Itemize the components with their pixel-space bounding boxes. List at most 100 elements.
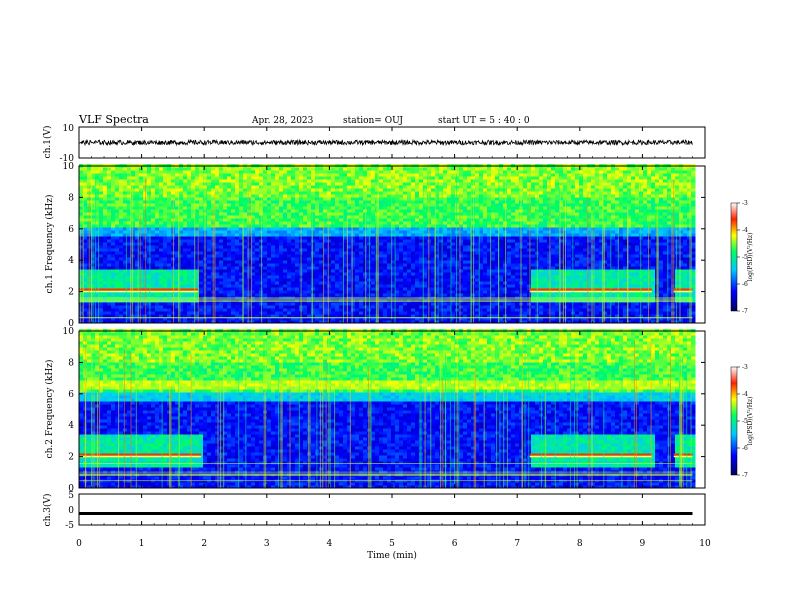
spectrogram-cell [447, 179, 452, 183]
spectrogram-cell [407, 230, 412, 234]
spectrogram-cell [295, 227, 300, 231]
spectrogram-cell [423, 302, 428, 306]
spectrogram-cell [311, 167, 316, 171]
spectrogram-cell [415, 257, 420, 261]
spectrogram-cell [291, 266, 296, 270]
spectrogram-cell [319, 188, 324, 192]
spectrogram-cell [251, 281, 256, 285]
spectrogram-cell [127, 281, 132, 285]
spectrogram-cell [283, 212, 288, 216]
spectrogram-cell [191, 179, 196, 183]
spectrogram-cell [419, 176, 424, 180]
spectrogram-cell [291, 182, 296, 186]
spectrogram-cell [339, 248, 344, 252]
spectrogram-cell [263, 176, 268, 180]
spectrogram-cell [379, 239, 384, 243]
spectrogram-cell [287, 182, 292, 186]
spectrogram-cell [163, 305, 168, 309]
spectrogram-cell [255, 305, 260, 309]
spectrogram-cell [307, 233, 312, 237]
spectrogram-cell [307, 173, 312, 177]
spectrogram-cell [391, 233, 396, 237]
spectrogram-cell [167, 215, 172, 219]
spectrogram-cell [99, 278, 104, 282]
spectrogram-cell [355, 212, 360, 216]
spectrogram-cell [383, 209, 388, 213]
spectrogram-cell [251, 275, 256, 279]
spectrogram-cell [451, 245, 456, 249]
spectrogram-cell [107, 239, 112, 243]
spectrogram-cell [123, 257, 128, 261]
spectrogram-cell [115, 278, 120, 282]
spectrogram-cell [235, 281, 240, 285]
spectrogram-cell [219, 317, 224, 321]
spectrogram-cell [147, 176, 152, 180]
spectrogram-cell [111, 302, 116, 306]
spectrogram-cell [407, 302, 412, 306]
spectrogram-cell [311, 293, 316, 297]
spectrogram-cell [379, 212, 384, 216]
spectrogram-cell [391, 197, 396, 201]
spectrogram-cell [159, 188, 164, 192]
spectrogram-cell [331, 311, 336, 315]
start-time-label: start UT = 5 : 40 : 0 [438, 116, 530, 126]
spectrogram-cell [95, 197, 100, 201]
spectrogram-cell [95, 218, 100, 222]
spectrogram-cell [355, 185, 360, 189]
spectrogram-cell [327, 182, 332, 186]
spectrogram-cell [371, 266, 376, 270]
spectrogram-cell [159, 176, 164, 180]
spectrogram-cell [139, 182, 144, 186]
spectrogram-cell [147, 197, 152, 201]
spectrogram-cell [131, 218, 136, 222]
spectrogram-cell [343, 278, 348, 282]
spectrogram-cell [311, 230, 316, 234]
spectrogram-cell [403, 272, 408, 276]
spectrogram-cell [239, 188, 244, 192]
spectrogram-cell [439, 245, 444, 249]
spectrogram-cell [399, 308, 404, 312]
spectrogram-cell [319, 290, 324, 294]
spectrogram-cell [419, 245, 424, 249]
spectrogram-cell [379, 173, 384, 177]
spectrogram-cell [355, 227, 360, 231]
spectrogram-cell [263, 224, 268, 228]
spectrogram-cell [311, 314, 316, 318]
spectrogram-cell [163, 200, 168, 204]
spectrogram-cell [315, 185, 320, 189]
spectrogram-cell [335, 311, 340, 315]
spectrogram-cell [331, 260, 336, 264]
spectrogram-cell [159, 185, 164, 189]
spectrogram-cell [175, 320, 180, 324]
spectrogram-cell [295, 224, 300, 228]
spectrogram-cell [275, 290, 280, 294]
spectrogram-cell [155, 311, 160, 315]
spectrogram-cell [103, 167, 108, 171]
spectrogram-cell [167, 251, 172, 255]
spectrogram-cell [307, 209, 312, 213]
spectrogram-cell [379, 209, 384, 213]
spectrogram-cell [259, 176, 264, 180]
spectrogram-cell [343, 248, 348, 252]
spectrogram-cell [111, 203, 116, 207]
spectrogram-cell [435, 290, 440, 294]
spectrogram-cell [383, 230, 388, 234]
spectrogram-cell [407, 260, 412, 264]
spectrogram-cell [127, 242, 132, 246]
spectrogram-cell [351, 242, 356, 246]
spectrogram-cell [99, 254, 104, 258]
spectrogram-cell [167, 200, 172, 204]
spectrogram-cell [123, 224, 128, 228]
spectrogram-cell [247, 200, 252, 204]
spectrogram-cell [191, 233, 196, 237]
spectrogram-cell [191, 248, 196, 252]
spectrogram-cell [95, 209, 100, 213]
spectrogram-cell [391, 176, 396, 180]
spectrogram-cell [307, 287, 312, 291]
spectrogram-cell [207, 257, 212, 261]
spectrogram-cell [323, 269, 328, 273]
spectrogram-cell [443, 317, 448, 321]
spectrogram-cell [447, 215, 452, 219]
spectrogram-cell [335, 281, 340, 285]
spectrogram-cell [399, 251, 404, 255]
